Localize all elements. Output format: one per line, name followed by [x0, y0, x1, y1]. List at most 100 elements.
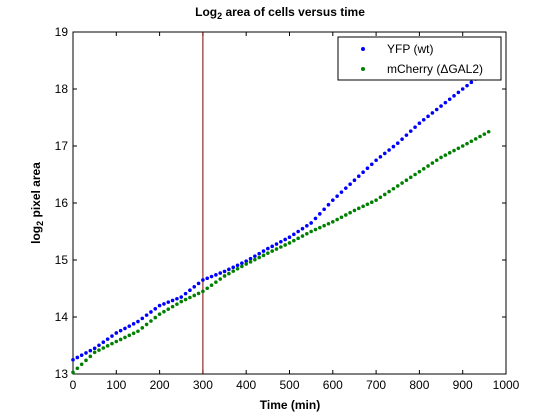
data-point: [439, 104, 443, 108]
data-point: [322, 223, 326, 228]
data-point: [313, 227, 318, 232]
data-point: [460, 144, 465, 148]
data-point: [183, 297, 188, 302]
data-point: [188, 288, 192, 293]
data-point: [421, 117, 426, 122]
data-point: [387, 189, 391, 194]
legend-label-yfp: YFP (wt): [387, 42, 433, 56]
data-point: [339, 215, 344, 220]
data-point: [400, 181, 404, 185]
data-point: [179, 299, 184, 304]
data-point: [343, 213, 348, 217]
data-point: [343, 186, 348, 190]
data-point: [257, 251, 261, 256]
chart-title-main: Log: [195, 5, 217, 19]
data-point: [214, 280, 218, 284]
data-point: [79, 353, 84, 357]
data-point: [305, 224, 309, 228]
data-point: [287, 235, 292, 239]
data-point: [404, 133, 409, 137]
data-point: [395, 141, 400, 145]
data-point: [136, 319, 140, 324]
data-point: [149, 319, 153, 323]
data-point: [339, 190, 344, 194]
legend-marker-mcherry: [361, 67, 365, 71]
legend: YFP (wt) mCherry (ΔGAL2): [337, 36, 502, 81]
x-tick-label: 800: [409, 378, 429, 392]
data-point: [235, 266, 240, 271]
legend-label-mcherry: mCherry (ΔGAL2): [387, 62, 483, 76]
data-point: [153, 315, 158, 320]
data-point: [92, 350, 97, 355]
data-point: [413, 125, 417, 129]
data-point: [88, 348, 93, 353]
data-point: [179, 295, 184, 299]
data-point: [452, 94, 456, 98]
data-point: [71, 357, 75, 362]
chart-title-rest: area of cells versus time: [222, 5, 365, 19]
y-tick-label: 19: [55, 25, 69, 39]
data-point: [166, 300, 171, 304]
data-point: [387, 148, 391, 152]
x-tick-label: 200: [150, 378, 170, 392]
x-tick-label: 0: [70, 378, 77, 392]
data-point: [227, 267, 231, 272]
data-point: [153, 306, 158, 311]
data-point: [105, 344, 110, 348]
data-point: [447, 151, 452, 155]
y-tick-label: 17: [55, 139, 69, 153]
data-point: [318, 212, 322, 216]
data-point: [478, 134, 482, 139]
chart-title: Log2 area of cells versus time: [195, 5, 365, 21]
x-tick-label: 1000: [493, 378, 520, 392]
data-point: [469, 80, 474, 85]
data-point: [296, 229, 300, 234]
data-point: [110, 334, 114, 338]
data-point: [118, 337, 123, 342]
data-point: [244, 259, 248, 263]
x-tick-label: 600: [323, 378, 343, 392]
data-point: [283, 237, 287, 242]
data-point: [162, 309, 166, 314]
data-point: [170, 298, 175, 303]
data-point: [348, 210, 352, 215]
data-point: [105, 337, 110, 341]
data-point: [97, 348, 101, 352]
x-tick-label: 300: [193, 378, 213, 392]
x-tick-label: 400: [236, 378, 256, 392]
data-point: [434, 107, 439, 112]
data-point: [426, 114, 430, 119]
data-point: [352, 208, 357, 213]
data-point: [162, 302, 166, 306]
data-point: [305, 231, 309, 236]
data-point: [413, 172, 417, 177]
data-point: [209, 274, 214, 279]
data-point: [144, 313, 149, 317]
data-point: [84, 351, 88, 355]
data-point: [123, 335, 127, 340]
chart-title-subscript: 2: [217, 11, 222, 21]
plot-area: [72, 31, 507, 375]
data-point: [79, 362, 84, 367]
data-point: [296, 236, 300, 241]
data-point: [279, 239, 283, 244]
x-tick-label: 100: [106, 378, 126, 392]
data-point: [222, 269, 227, 274]
data-point: [170, 304, 175, 309]
data-point: [300, 234, 305, 238]
data-point: [240, 261, 244, 265]
data-point: [443, 153, 448, 157]
data-point: [326, 202, 331, 207]
data-point: [253, 257, 257, 262]
data-point: [118, 328, 123, 333]
data-point: [382, 192, 387, 197]
data-point: [356, 174, 361, 179]
data-point: [270, 244, 274, 249]
data-point: [227, 271, 231, 276]
data-point: [201, 289, 205, 294]
data-point: [395, 184, 400, 188]
data-point: [430, 161, 435, 165]
data-point: [482, 132, 487, 136]
data-point: [75, 355, 80, 360]
data-point: [447, 97, 452, 102]
